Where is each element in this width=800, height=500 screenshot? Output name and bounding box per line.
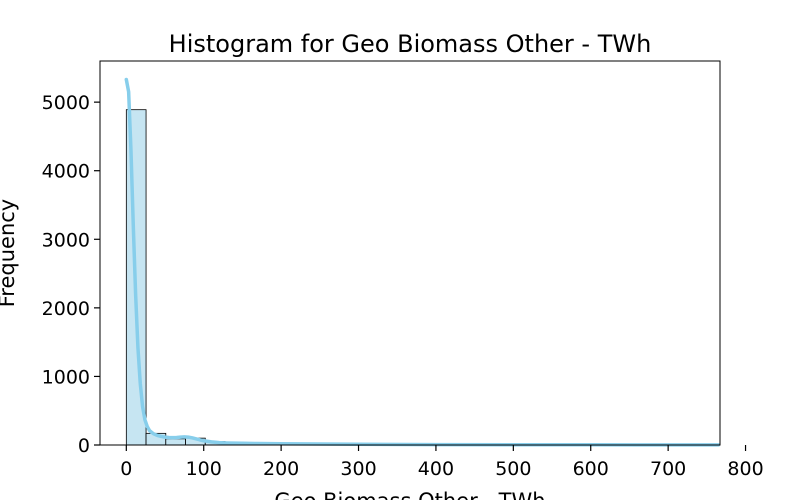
kde-curve bbox=[124, 77, 721, 447]
x-axis-label: Geo Biomass Other - TWh bbox=[274, 489, 545, 500]
x-tick-label: 500 bbox=[495, 458, 531, 480]
x-tick-label: 300 bbox=[340, 458, 376, 480]
x-tick-label: 100 bbox=[186, 458, 222, 480]
x-tick-label: 800 bbox=[727, 458, 763, 480]
histogram-bar bbox=[165, 438, 186, 446]
chart-title: Histogram for Geo Biomass Other - TWh bbox=[169, 30, 652, 58]
y-tick-label: 5000 bbox=[42, 92, 90, 114]
y-tick-label: 4000 bbox=[42, 161, 90, 183]
x-tick-label: 700 bbox=[650, 458, 686, 480]
y-axis: 0 1000 2000 3000 4000 5000 bbox=[42, 92, 100, 457]
y-tick-label: 2000 bbox=[42, 298, 90, 320]
x-axis: 0 100 200 300 400 500 600 700 800 bbox=[120, 445, 764, 480]
histogram-bars bbox=[125, 109, 719, 446]
x-tick-label: 200 bbox=[263, 458, 299, 480]
plot-frame bbox=[99, 60, 721, 446]
y-tick-label: 3000 bbox=[42, 229, 90, 251]
x-tick-label: 0 bbox=[120, 458, 132, 480]
y-tick-label: 1000 bbox=[42, 366, 90, 388]
x-tick-label: 600 bbox=[573, 458, 609, 480]
y-axis-label: Frequency bbox=[0, 199, 19, 308]
x-tick-label: 400 bbox=[418, 458, 454, 480]
y-tick-label: 0 bbox=[78, 435, 90, 457]
